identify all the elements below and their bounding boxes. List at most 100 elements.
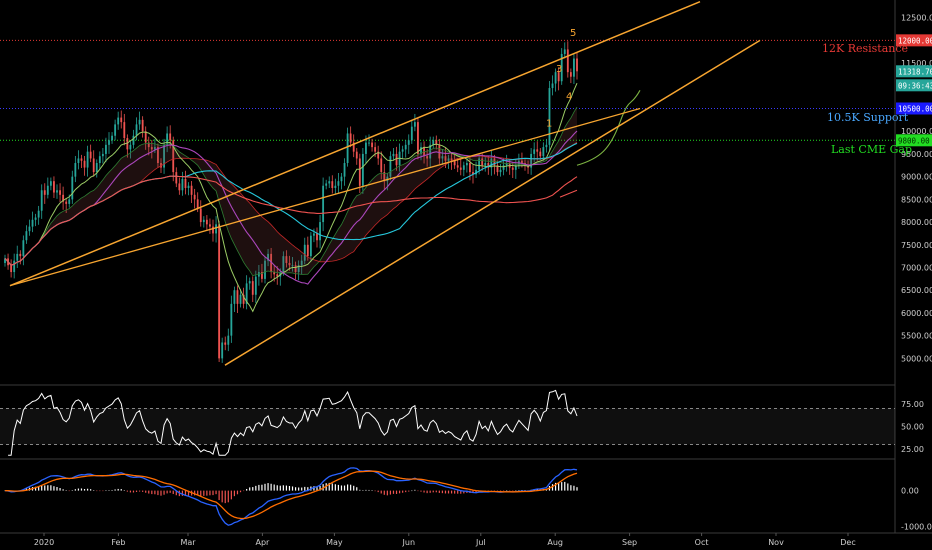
macd-histogram-bar: [255, 485, 257, 491]
macd-histogram-bar: [554, 482, 557, 491]
macd-histogram-bar: [423, 490, 425, 493]
ma-long-line: [4, 175, 578, 266]
candle-body: [346, 133, 349, 164]
annotation-last-cme-gap: Last CME Gap: [831, 143, 913, 156]
candle-body: [83, 160, 86, 168]
macd-histogram-bar: [558, 482, 560, 491]
candle-body: [511, 167, 514, 170]
candle-body: [236, 290, 239, 304]
macd-histogram-bar: [68, 490, 70, 492]
candle-body: [276, 274, 279, 277]
candle-body: [28, 226, 31, 232]
macd-histogram-bar: [242, 490, 245, 492]
candle-body: [22, 240, 25, 257]
macd-histogram-bar: [34, 486, 37, 491]
candle-body: [193, 194, 196, 200]
candle-body: [334, 185, 337, 188]
candle-body: [68, 199, 71, 204]
candle-body: [144, 131, 147, 143]
macd-histogram-bar: [536, 489, 538, 491]
macd-histogram-bar: [496, 490, 499, 492]
candle-body: [475, 169, 477, 175]
candle-body: [395, 153, 398, 166]
macd-histogram-bar: [224, 490, 226, 504]
candle-body: [153, 147, 156, 150]
candle-body: [306, 244, 309, 257]
candle-body: [172, 140, 175, 173]
candle-body: [245, 283, 248, 304]
candle-body: [117, 117, 120, 125]
candle-body: [123, 122, 126, 139]
candle-body: [343, 163, 346, 177]
candle-body: [77, 158, 80, 164]
macd-histogram-bar: [392, 490, 395, 494]
macd-histogram-bar: [227, 490, 229, 503]
candle-body: [322, 185, 325, 223]
candle-body: [273, 272, 276, 275]
candle-body: [441, 156, 444, 159]
macd-histogram-bar: [499, 490, 502, 492]
macd-histogram-bar: [252, 487, 254, 491]
macd-histogram-bar: [246, 488, 248, 491]
upper-trendline: [9, 1, 701, 287]
candle-body: [514, 165, 517, 170]
candle-body: [141, 119, 144, 132]
y-tick-label: 9500.00: [901, 150, 932, 159]
macd-histogram-bar: [236, 490, 239, 495]
candle-body: [16, 253, 19, 261]
candle-body: [227, 335, 230, 345]
macd-histogram-bar: [270, 483, 272, 491]
macd-histogram-bar: [353, 485, 355, 491]
candle-body: [111, 135, 113, 141]
macd-histogram-bar: [111, 489, 113, 491]
candle-body: [215, 224, 217, 234]
macd-histogram-bar: [56, 487, 58, 491]
candle-body: [377, 151, 380, 159]
macd-histogram-bar: [307, 487, 309, 491]
candle-body: [316, 233, 318, 241]
macd-histogram-bar: [53, 486, 55, 491]
macd-histogram-bar: [359, 489, 361, 491]
macd-histogram-bar: [41, 485, 43, 491]
x-tick-label: Apr: [255, 538, 270, 547]
macd-histogram-bar: [337, 484, 340, 491]
macd-histogram-bar: [65, 490, 67, 491]
macd-histogram-bar: [564, 481, 566, 491]
candle-body: [319, 222, 321, 241]
y-tick-label: 7500.00: [901, 241, 932, 250]
candle-body: [80, 158, 83, 161]
macd-histogram-bar: [276, 485, 278, 491]
macd-histogram-bar: [454, 490, 456, 494]
macd-histogram-bar: [99, 490, 101, 492]
candle-body: [282, 256, 285, 273]
macd-histogram-bar: [25, 488, 28, 491]
candle-body: [4, 258, 6, 263]
macd-histogram-bar: [80, 488, 83, 491]
candle-body: [300, 260, 303, 266]
candle-body: [432, 140, 435, 145]
candle-body: [242, 294, 245, 304]
candle-body: [435, 140, 438, 145]
x-tick-label: Sep: [622, 538, 637, 547]
candle-body: [221, 342, 224, 359]
macd-histogram-bar: [294, 487, 297, 491]
macd-histogram-bar: [142, 490, 144, 492]
macd-histogram-bar: [90, 489, 92, 491]
macd-histogram-bar: [444, 490, 447, 494]
macd-histogram-bar: [576, 487, 578, 491]
candle-body: [352, 142, 355, 152]
macd-histogram-bar: [233, 490, 236, 497]
macd-histogram-bar: [258, 484, 260, 491]
macd-histogram-bar: [356, 487, 358, 491]
macd-histogram-bar: [420, 490, 422, 492]
macd-histogram-bar: [279, 485, 281, 491]
macd-histogram-bar: [368, 489, 370, 491]
macd-histogram-bar: [518, 490, 520, 491]
macd-histogram-bar: [138, 490, 141, 492]
macd-histogram-bar: [221, 490, 223, 503]
ichimoku-span-a: [4, 106, 578, 277]
macd-histogram-bar: [129, 490, 132, 493]
candle-body: [205, 219, 208, 225]
macd-histogram-bar: [62, 489, 64, 491]
price-badge-text: 9800.00: [898, 136, 930, 145]
